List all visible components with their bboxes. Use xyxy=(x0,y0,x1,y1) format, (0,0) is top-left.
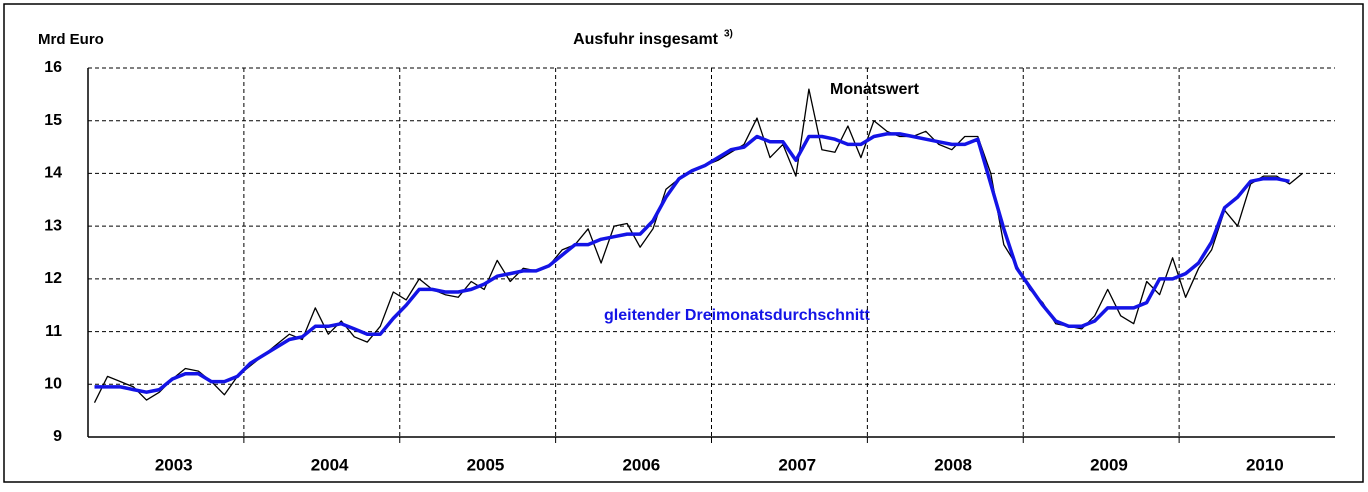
y-tick-label: 16 xyxy=(44,59,62,76)
series-line xyxy=(94,132,1290,394)
x-tick-label: 2010 xyxy=(1246,455,1284,474)
x-tick-label: 2007 xyxy=(778,455,816,474)
frame xyxy=(3,3,1364,483)
y-axis-label: Mrd Euro xyxy=(38,31,104,48)
x-tick-label: 2005 xyxy=(467,455,505,474)
y-tick-label: 9 xyxy=(53,428,62,445)
series-line xyxy=(93,88,1303,403)
y-tick-label: 14 xyxy=(44,165,62,182)
y-tick-label: 12 xyxy=(44,270,62,287)
x-tick-label: 2008 xyxy=(934,455,972,474)
y-tick-label: 13 xyxy=(44,217,62,234)
y-tick-label: 11 xyxy=(45,323,62,340)
x-tick-label: 2003 xyxy=(155,455,193,474)
y-tick-label: 15 xyxy=(44,112,62,129)
series-label: gleitender Dreimonatsdurchschnitt xyxy=(604,307,870,324)
chart-title: Ausfuhr insgesamt xyxy=(573,31,719,48)
title-note: 3) xyxy=(724,29,733,40)
x-tick-label: 2004 xyxy=(311,455,349,474)
y-tick-label: 10 xyxy=(44,376,62,393)
x-tick-label: 2006 xyxy=(622,455,660,474)
x-tick-label: 2009 xyxy=(1090,455,1128,474)
series-label: Monatswert xyxy=(830,81,920,98)
